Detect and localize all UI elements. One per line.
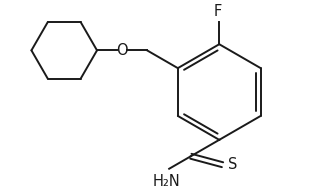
- Text: F: F: [213, 4, 221, 19]
- Text: H₂N: H₂N: [153, 174, 181, 189]
- Text: O: O: [116, 43, 128, 58]
- Text: S: S: [228, 157, 237, 172]
